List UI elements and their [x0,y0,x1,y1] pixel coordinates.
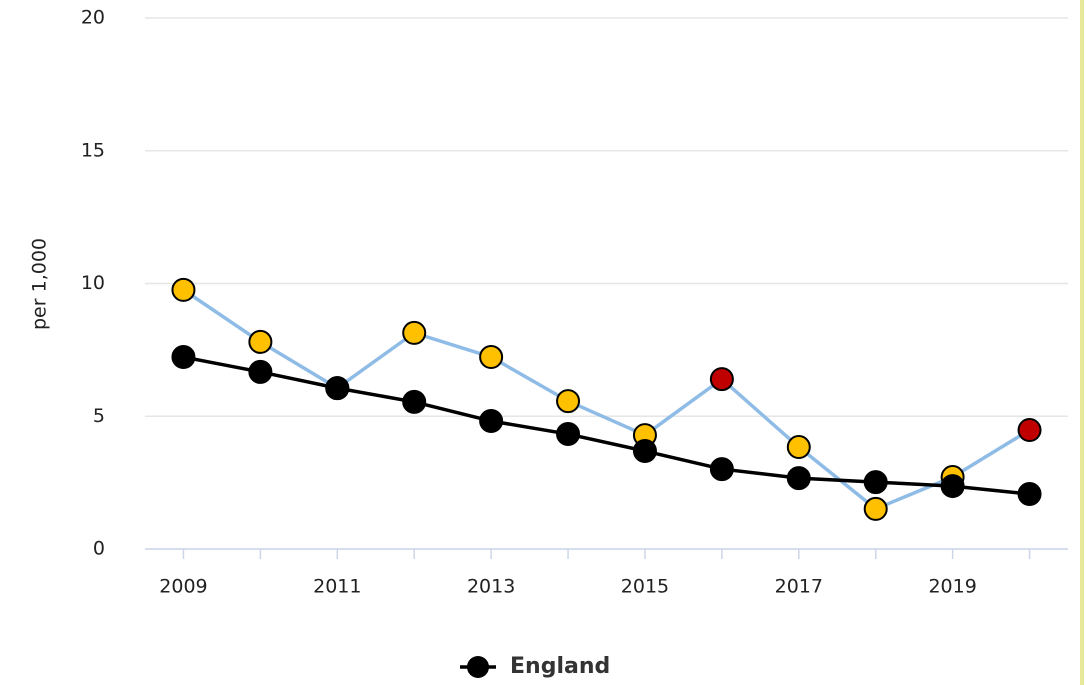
data-point [325,376,350,401]
series-line [182,288,1031,511]
y-axis-label: per 1,000 [29,238,51,330]
data-point [1017,418,1042,443]
x-tick-label: 2017 [775,576,823,598]
series-line [183,355,1030,496]
data-point [940,474,965,499]
y-tick-label: 10 [81,272,105,294]
data-point [632,439,657,464]
data-point [248,329,273,354]
data-point [863,470,888,495]
legend-label: England [510,654,610,679]
data-point [556,422,581,447]
data-point [248,359,273,384]
data-point [786,435,811,460]
y-tick-label: 20 [81,7,105,29]
x-tick-label: 2013 [467,576,515,598]
data-point [556,389,581,414]
data-point [786,466,811,491]
data-point [479,409,504,434]
x-tick-label: 2009 [159,576,207,598]
data-point [171,277,196,302]
data-point [171,345,196,370]
data-point [402,389,427,414]
data-point [863,496,888,521]
x-tick-label: 2019 [928,576,976,598]
data-point [402,320,427,345]
data-point [709,367,734,392]
y-tick-label: 5 [93,405,105,427]
data-point [709,457,734,482]
legend-swatch-marker [467,656,489,678]
data-point [1017,482,1042,507]
x-tick-label: 2011 [313,576,361,598]
x-tick-label: 2015 [621,576,669,598]
data-point [479,345,504,370]
y-tick-label: 15 [81,139,105,161]
y-tick-label: 0 [93,538,105,560]
